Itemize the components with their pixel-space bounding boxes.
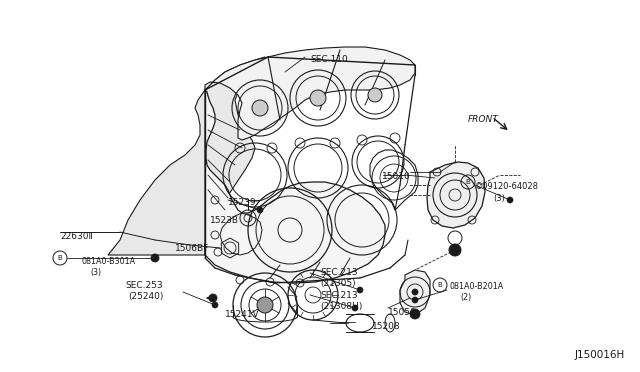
Circle shape bbox=[412, 297, 418, 303]
Text: FRONT: FRONT bbox=[468, 115, 499, 124]
Text: B: B bbox=[438, 282, 442, 288]
Text: 22630Ⅱ: 22630Ⅱ bbox=[60, 232, 93, 241]
Circle shape bbox=[352, 305, 358, 311]
Circle shape bbox=[310, 90, 326, 106]
Circle shape bbox=[252, 100, 268, 116]
Circle shape bbox=[212, 302, 218, 308]
Polygon shape bbox=[427, 162, 485, 228]
Text: (3): (3) bbox=[493, 194, 505, 203]
Text: 15050: 15050 bbox=[388, 308, 417, 317]
Text: 15239: 15239 bbox=[228, 198, 257, 207]
Text: SEC.213: SEC.213 bbox=[320, 291, 358, 300]
Text: (2): (2) bbox=[460, 293, 471, 302]
Polygon shape bbox=[400, 270, 430, 315]
Text: (25240): (25240) bbox=[128, 292, 163, 301]
Text: SEC.110: SEC.110 bbox=[310, 55, 348, 64]
Text: (21305): (21305) bbox=[320, 279, 356, 288]
Circle shape bbox=[357, 287, 363, 293]
Text: 1523B: 1523B bbox=[210, 216, 239, 225]
Circle shape bbox=[209, 294, 217, 302]
Circle shape bbox=[151, 254, 159, 262]
Polygon shape bbox=[205, 47, 415, 140]
Text: 15208: 15208 bbox=[372, 322, 401, 331]
Polygon shape bbox=[205, 90, 385, 283]
Circle shape bbox=[449, 244, 461, 256]
Text: SEC.213: SEC.213 bbox=[320, 268, 358, 277]
Text: (3): (3) bbox=[90, 268, 101, 277]
Text: 1506BF: 1506BF bbox=[175, 244, 209, 253]
Text: 081A0-B201A: 081A0-B201A bbox=[449, 282, 503, 291]
Circle shape bbox=[412, 289, 418, 295]
Text: 15010: 15010 bbox=[382, 172, 411, 181]
Text: SEC.253: SEC.253 bbox=[125, 281, 163, 290]
Circle shape bbox=[257, 297, 273, 313]
Text: (21308H): (21308H) bbox=[320, 302, 362, 311]
Text: 15241V: 15241V bbox=[225, 310, 260, 319]
Text: J150016H: J150016H bbox=[575, 350, 625, 360]
Circle shape bbox=[507, 197, 513, 203]
Text: 081A0-B301A: 081A0-B301A bbox=[82, 257, 136, 266]
Text: B: B bbox=[58, 255, 62, 261]
Circle shape bbox=[410, 309, 420, 319]
Text: B: B bbox=[466, 179, 470, 185]
Text: ©09120-64028: ©09120-64028 bbox=[475, 182, 539, 191]
Polygon shape bbox=[108, 57, 268, 255]
Circle shape bbox=[368, 88, 382, 102]
Circle shape bbox=[257, 207, 263, 213]
